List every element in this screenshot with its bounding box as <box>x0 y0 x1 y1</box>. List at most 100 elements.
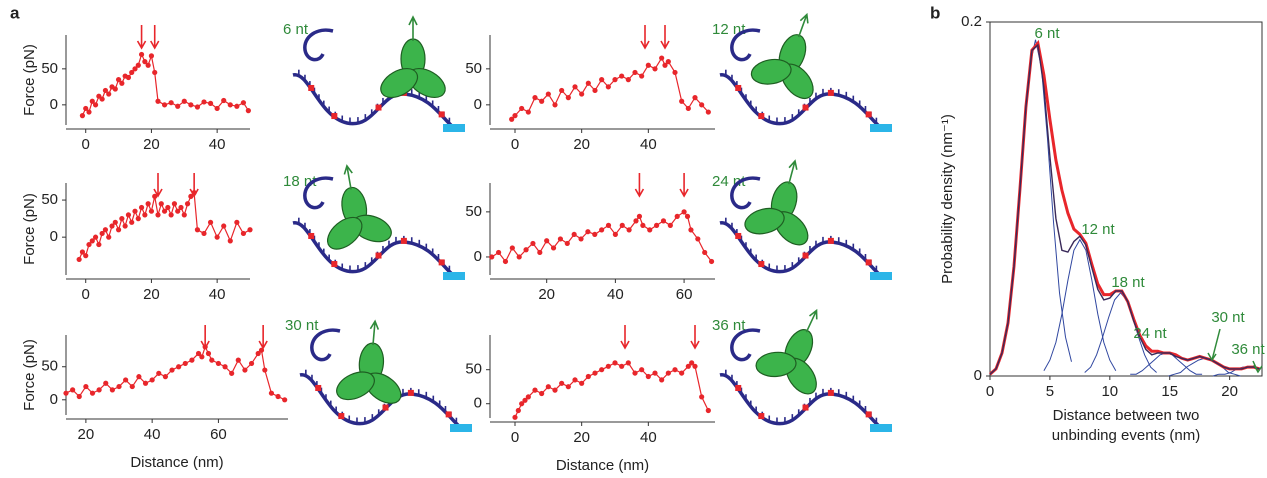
dna-hook <box>303 176 334 210</box>
data-point <box>674 213 680 219</box>
data-point <box>161 102 168 108</box>
pull-arrow <box>369 319 380 346</box>
binding-site <box>758 113 765 120</box>
x-axis-label: unbinding events (nm) <box>1052 427 1200 444</box>
data-point <box>214 105 220 112</box>
data-point <box>176 364 182 370</box>
data-point <box>612 231 618 238</box>
binding-site <box>827 89 834 96</box>
schematic <box>292 164 465 280</box>
x-tick-label: 40 <box>209 136 226 153</box>
y-tick-label: 0 <box>474 96 482 113</box>
data-point <box>86 241 92 248</box>
data-point <box>248 360 255 367</box>
dna-hook <box>730 328 761 362</box>
data-point <box>205 350 212 357</box>
data-point <box>102 227 109 233</box>
data-point <box>184 201 191 207</box>
panel-label: b <box>930 3 940 22</box>
data-point <box>688 227 694 233</box>
x-tick-label: 15 <box>1161 383 1178 400</box>
binding-site <box>758 261 765 268</box>
data-point <box>262 367 268 373</box>
data-point <box>63 390 69 396</box>
data-point <box>136 374 142 380</box>
data-point <box>509 116 515 122</box>
data-point <box>194 227 201 233</box>
binding-site <box>445 411 452 418</box>
data-point <box>685 105 691 112</box>
x-tick-label: 20 <box>78 426 95 443</box>
data-point <box>572 84 578 90</box>
x-tick-label: 20 <box>573 429 590 446</box>
data-point <box>282 397 288 403</box>
data-point <box>201 99 207 105</box>
data-point <box>149 377 155 383</box>
protein-trimer <box>326 164 392 250</box>
data-point <box>605 84 611 90</box>
trace-line <box>491 211 713 263</box>
data-point <box>559 380 565 386</box>
data-point <box>83 105 89 112</box>
data-point <box>89 390 96 396</box>
binding-site <box>338 413 345 420</box>
data-point <box>692 363 698 369</box>
data-point <box>515 407 521 414</box>
binding-site <box>735 384 742 391</box>
data-point <box>519 105 525 112</box>
event-arrow <box>189 173 199 198</box>
data-point <box>632 69 638 76</box>
x-tick-label: 60 <box>210 426 227 443</box>
data-point <box>585 373 591 380</box>
binding-site <box>375 104 382 111</box>
dna-hook <box>730 28 761 62</box>
data-point <box>148 208 155 214</box>
data-point <box>545 384 551 390</box>
data-point <box>592 370 598 376</box>
data-point <box>76 393 82 400</box>
data-point <box>116 383 122 390</box>
y-tick-label: 0 <box>474 395 482 412</box>
event-arrow <box>136 25 147 50</box>
data-point <box>636 213 643 219</box>
data-point <box>122 223 128 229</box>
pull-arrow <box>408 15 418 41</box>
data-point <box>129 383 135 390</box>
protein-subunit <box>744 207 785 235</box>
data-point <box>572 377 578 383</box>
data-point <box>155 212 161 218</box>
data-point <box>168 100 174 106</box>
schematic <box>719 12 892 132</box>
data-point <box>619 73 625 79</box>
data-point <box>89 238 95 244</box>
data-point <box>156 370 162 376</box>
event-arrow <box>679 173 689 198</box>
data-point <box>699 102 705 108</box>
data-point <box>207 100 214 106</box>
data-point <box>188 102 194 108</box>
x-tick-label: 20 <box>538 286 555 303</box>
protein-subunit <box>326 216 363 250</box>
data-point <box>652 370 658 376</box>
step-size-label: 30 nt <box>285 317 319 334</box>
data-point <box>129 69 135 76</box>
data-point <box>647 227 653 233</box>
data-point <box>592 87 598 94</box>
data-point <box>578 236 584 242</box>
data-point <box>685 363 691 369</box>
anchor <box>870 124 892 132</box>
event-arrow <box>690 325 700 350</box>
data-point <box>168 212 174 218</box>
data-point <box>132 66 138 72</box>
data-point <box>235 357 241 363</box>
y-tick-label: 0 <box>50 96 58 113</box>
step-size-label: 6 nt <box>283 21 309 38</box>
data-point <box>692 95 698 101</box>
data-point <box>188 193 194 199</box>
binding-site <box>407 389 414 396</box>
data-point <box>194 104 201 110</box>
data-point <box>125 212 132 218</box>
event-arrow <box>153 173 163 198</box>
data-point <box>99 96 105 102</box>
data-point <box>612 360 618 366</box>
